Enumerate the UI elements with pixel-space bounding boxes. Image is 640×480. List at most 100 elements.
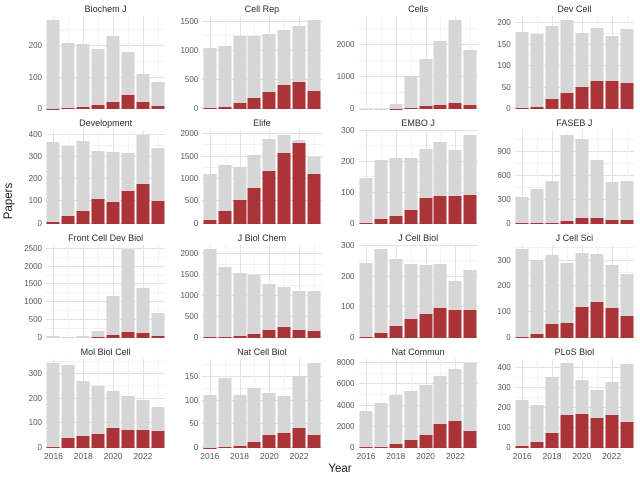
gridline-horizontal (514, 86, 634, 88)
bar-total (545, 180, 559, 224)
bar-subset (233, 335, 247, 338)
gridline-horizontal (514, 43, 634, 45)
bar-subset (151, 431, 165, 448)
y-tick-label: 600 (497, 170, 511, 180)
gridline-horizontal (358, 145, 478, 147)
bar-total (560, 134, 574, 224)
bar-subset (76, 107, 90, 110)
bar-subset (61, 107, 75, 110)
y-tick-label: 100 (28, 418, 42, 428)
y-tick-label: 300 (28, 369, 42, 379)
bar-total (307, 20, 321, 110)
bar-subset (419, 434, 433, 448)
bar-subset (448, 309, 462, 338)
bar-subset (620, 422, 634, 448)
gridline-horizontal (46, 222, 166, 224)
gridline-vertical (98, 244, 100, 338)
bar-subset (419, 106, 433, 110)
y-tick-label: 2000 (336, 421, 355, 431)
plot-panel (358, 244, 478, 338)
bar-subset (76, 210, 90, 224)
bar-total (46, 20, 60, 110)
bar-subset (433, 307, 447, 338)
gridline-horizontal (46, 373, 166, 375)
y-tick-label: 900 (497, 147, 511, 157)
gridline-horizontal (202, 376, 322, 378)
gridline-horizontal (46, 156, 166, 158)
gridline-horizontal (358, 43, 478, 45)
facet: Elife 0 500 1000 1500 2000 (172, 118, 322, 232)
bar-subset (605, 81, 619, 110)
bar-total (151, 82, 165, 110)
facet-body: 0 100 200 300 400 (485, 358, 634, 452)
bar-total (218, 164, 232, 224)
plot-panel (514, 358, 634, 448)
gridline-horizontal (514, 407, 634, 408)
gridline-horizontal (358, 244, 478, 246)
gridline-horizontal (202, 284, 322, 286)
gridline-vertical (552, 130, 554, 224)
bar-subset (448, 420, 462, 448)
gridline-horizontal (46, 327, 166, 329)
bar-subset (463, 431, 477, 448)
bar-subset (46, 221, 60, 224)
gridline-horizontal (46, 319, 166, 320)
bar-subset (463, 310, 477, 338)
plot-panel (46, 244, 166, 338)
bar-subset (448, 196, 462, 224)
gridline-horizontal (514, 285, 634, 287)
y-tick-label: 0 (193, 443, 199, 452)
facet: FASEB J 0 300 600 900 (485, 118, 634, 232)
bar-subset (359, 336, 373, 338)
bar-total (530, 34, 544, 110)
gridline-horizontal (202, 399, 322, 401)
facet-body: 0 500 1000 1500 2000 2500 (16, 244, 166, 341)
facet: EMBO J 0 100 200 300 (329, 118, 478, 232)
plot-panel (358, 358, 478, 448)
bar-total (203, 394, 217, 448)
gridline-vertical (157, 16, 159, 110)
gridline-horizontal (202, 364, 322, 366)
gridline-horizontal (46, 360, 166, 362)
x-tick-label: 2020 (103, 451, 123, 461)
bar-total (233, 272, 247, 338)
bar-subset (605, 415, 619, 448)
gridline-horizontal (202, 93, 322, 95)
bar-subset (106, 334, 120, 338)
bar-total (91, 330, 105, 338)
gridline-horizontal (358, 27, 478, 29)
bar-total (76, 44, 90, 110)
chart-area: Biochem J 0 100 200 Cell Rep 0 500 1000 1500 … (16, 0, 640, 480)
y-tick-label: 0 (506, 218, 511, 228)
facet-body: 0 100 200 300 (329, 241, 478, 341)
gridline-horizontal (358, 260, 478, 262)
bar-subset (262, 170, 276, 224)
plot-panel (358, 16, 478, 110)
gridline-horizontal (202, 79, 322, 81)
bar-total (292, 290, 306, 338)
y-tick-label: 100 (497, 307, 511, 317)
bar-subset (590, 302, 604, 338)
gridline-horizontal (202, 211, 322, 213)
y-tick-label: 100 (184, 395, 199, 405)
bar-subset (136, 430, 150, 448)
bar-total (560, 263, 574, 338)
facet: PLoS Biol 0 100 200 300 400 2016 2018 2020 2022 (485, 347, 634, 461)
gridline-horizontal (46, 44, 166, 46)
y-tick-label: 2000 (180, 129, 199, 139)
bar-subset (203, 219, 217, 224)
bar-subset (389, 215, 403, 224)
bar-total (359, 411, 373, 448)
facet: Mol Biol Cell 0 100 200 300 2016 2018 2020 202… (16, 347, 166, 461)
bar-total (605, 182, 619, 224)
bar-subset (233, 102, 247, 110)
gridline-horizontal (46, 292, 166, 294)
bar-subset (404, 209, 418, 224)
bar-subset (545, 433, 559, 448)
bar-total (530, 189, 544, 224)
bar-subset (433, 424, 447, 448)
gridline-vertical (522, 130, 524, 224)
gridline-horizontal (358, 362, 478, 363)
gridline-horizontal (202, 315, 322, 317)
y-tick-label: 500 (28, 315, 42, 324)
